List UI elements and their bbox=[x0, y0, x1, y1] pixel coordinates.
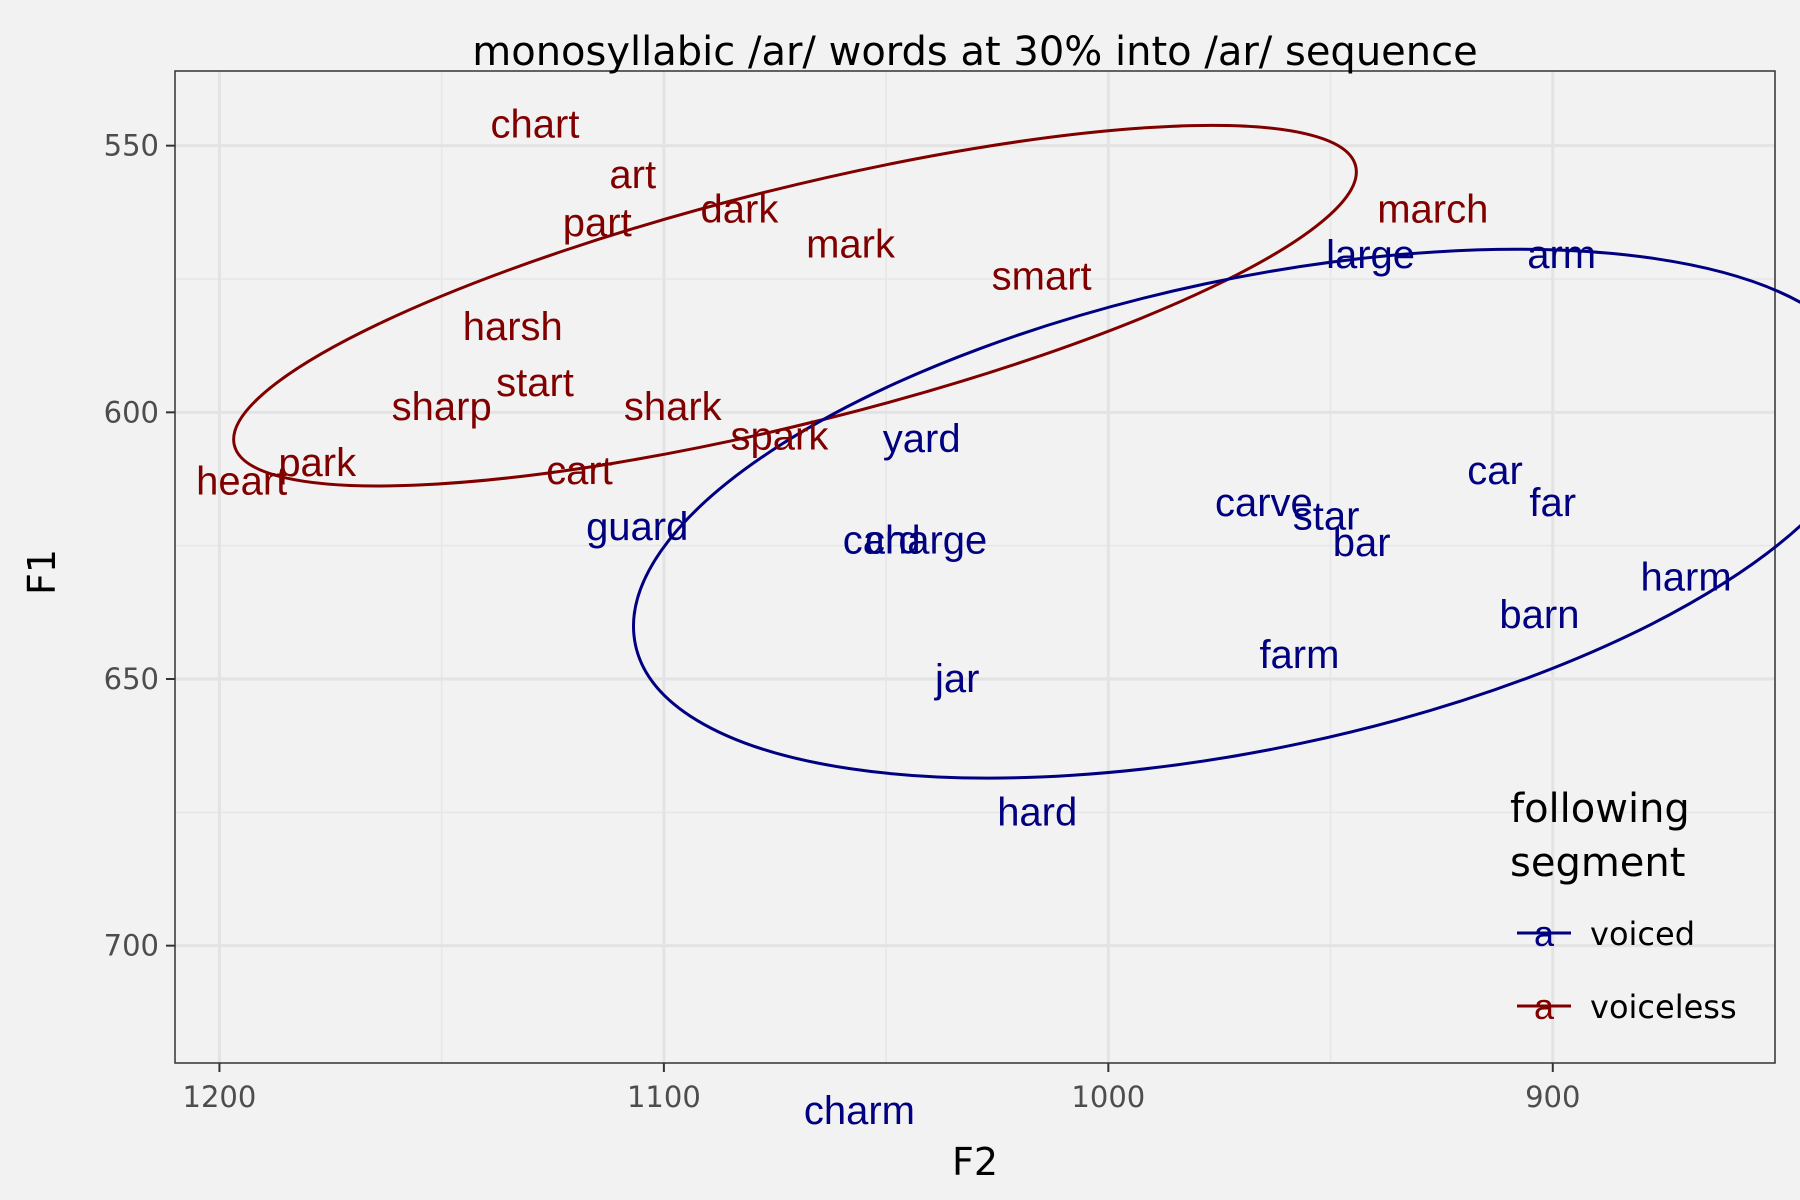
word-star-voiced: star bbox=[1293, 494, 1360, 538]
x-tick-label: 1200 bbox=[183, 1080, 257, 1114]
y-tick-label: 600 bbox=[104, 395, 159, 429]
word-jar-voiced: jar bbox=[934, 657, 979, 701]
word-shark-voiceless: shark bbox=[624, 385, 723, 429]
word-arm-voiced: arm bbox=[1527, 233, 1596, 277]
x-tick-label: 900 bbox=[1525, 1080, 1580, 1114]
word-art-voiceless: art bbox=[609, 153, 656, 197]
x-tick-label: 1000 bbox=[1071, 1080, 1145, 1114]
word-large-voiced: large bbox=[1326, 233, 1415, 277]
word-charge-voiced: charge bbox=[865, 518, 987, 562]
legend-title-line-1: following bbox=[1510, 786, 1690, 832]
word-start-voiceless: start bbox=[496, 361, 574, 405]
word-bar-voiced: bar bbox=[1333, 521, 1391, 565]
word-park-voiceless: park bbox=[278, 441, 357, 485]
plot-panel-border bbox=[174, 70, 1776, 1064]
word-sharp-voiceless: sharp bbox=[392, 385, 492, 429]
ellipses bbox=[232, 123, 1800, 780]
word-farm-voiced: farm bbox=[1259, 633, 1339, 677]
word-guard-voiced: guard bbox=[586, 505, 688, 549]
word-heart-voiceless: heart bbox=[196, 460, 287, 504]
y-tick-label: 700 bbox=[104, 929, 159, 963]
word-chart-voiceless: chart bbox=[491, 102, 580, 146]
word-part-voiceless: part bbox=[563, 201, 632, 245]
legend-title-line-2: segment bbox=[1510, 840, 1685, 886]
word-smart-voiceless: smart bbox=[992, 254, 1092, 298]
word-dark-voiceless: dark bbox=[701, 188, 780, 232]
legend-item-voiceless: a voiceless bbox=[1517, 986, 1737, 1027]
word-card-voiced: card bbox=[843, 518, 921, 562]
chart-title: monosyllabic /ar/ words at 30% into /ar/… bbox=[472, 29, 1477, 75]
y-axis-title: F1 bbox=[20, 549, 64, 595]
word-far-voiced: far bbox=[1529, 481, 1576, 525]
word-cart-voiceless: cart bbox=[546, 449, 613, 493]
grid-lines bbox=[175, 71, 1776, 1063]
legend: following segment a voiced a voiceless bbox=[1510, 786, 1737, 1027]
x-tick-label: 1100 bbox=[627, 1080, 701, 1114]
axes: 1200 1100 1000 900 550 600 650 700 bbox=[104, 129, 1581, 1114]
x-axis-title: F2 bbox=[952, 1140, 998, 1184]
word-mark-voiceless: mark bbox=[806, 222, 896, 266]
legend-label-voiced: voiced bbox=[1590, 915, 1695, 953]
word-car-voiced: car bbox=[1467, 449, 1523, 493]
legend-item-voiced: a voiced bbox=[1517, 913, 1695, 954]
word-harsh-voiceless: harsh bbox=[463, 305, 563, 349]
word-hard-voiced: hard bbox=[997, 790, 1077, 834]
word-march-voiceless: march bbox=[1377, 188, 1488, 232]
legend-label-voiceless: voiceless bbox=[1590, 988, 1737, 1026]
word-charm-voiced: charm bbox=[804, 1089, 915, 1133]
word-harm-voiced: harm bbox=[1641, 556, 1732, 600]
word-barn-voiced: barn bbox=[1499, 593, 1579, 637]
ellipse-voiced bbox=[632, 247, 1800, 780]
word-yard-voiced: yard bbox=[883, 417, 961, 461]
word-carve-voiced: carve bbox=[1215, 481, 1313, 525]
y-tick-label: 550 bbox=[104, 129, 159, 163]
legend-key-glyph-voiced: a bbox=[1534, 913, 1555, 954]
word-spark-voiceless: spark bbox=[731, 414, 830, 458]
legend-key-glyph-voiceless: a bbox=[1534, 986, 1555, 1027]
y-tick-label: 650 bbox=[104, 662, 159, 696]
